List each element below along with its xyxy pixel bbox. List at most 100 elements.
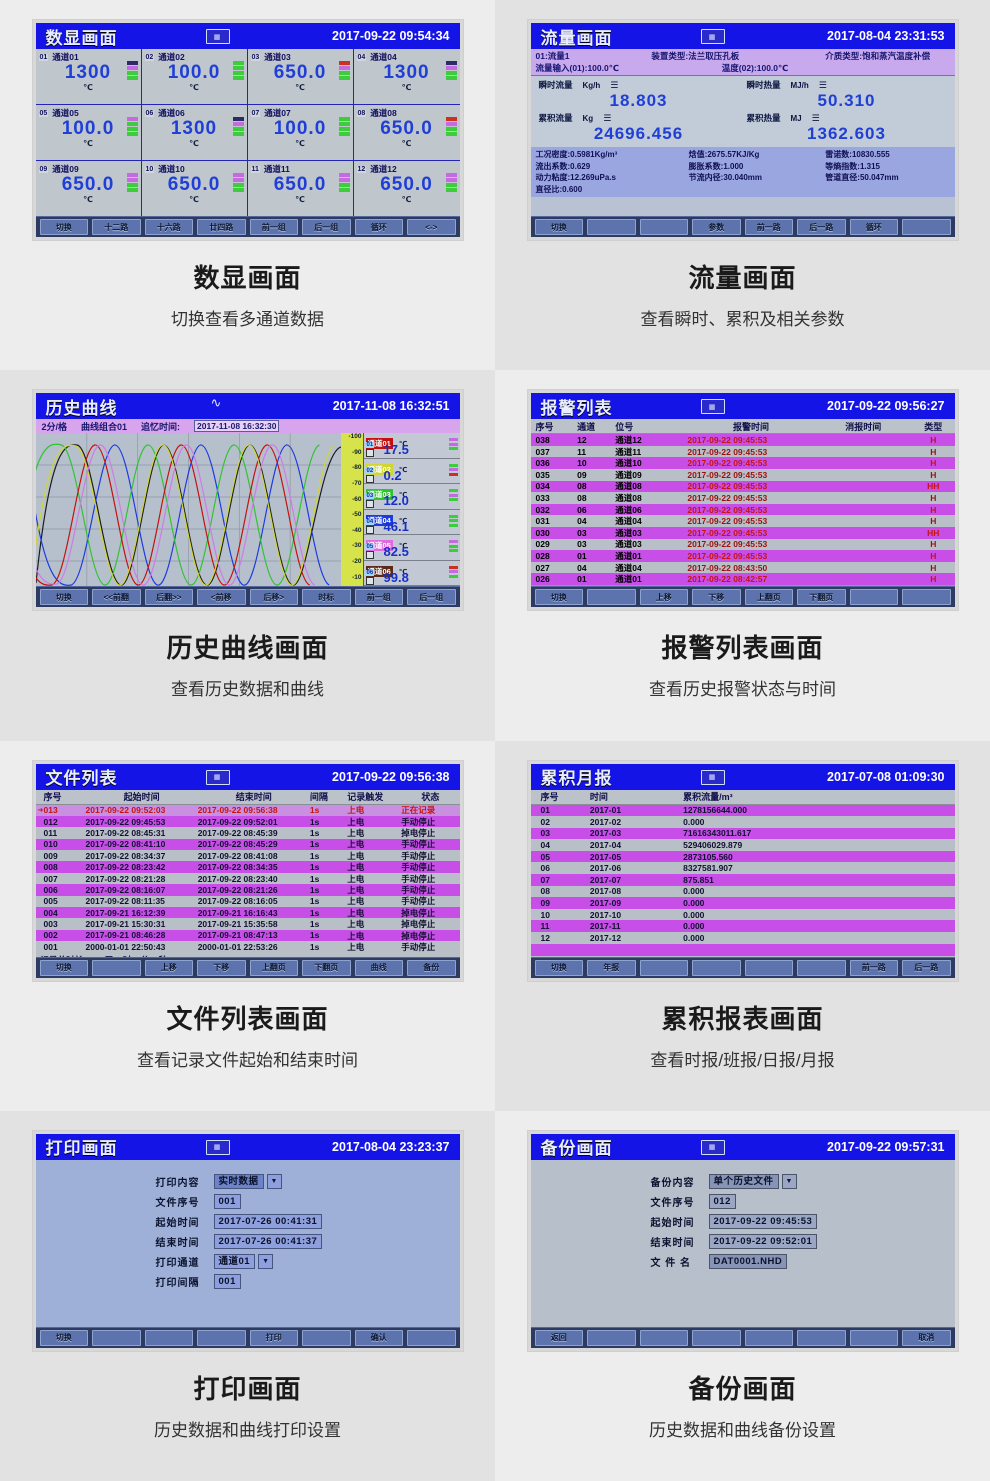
softkey-8[interactable] [902, 589, 951, 606]
softkey-8[interactable]: 备份 [407, 959, 456, 976]
softkey-2[interactable]: 十二路 [92, 219, 141, 235]
softkey-8[interactable]: <-> [407, 219, 456, 235]
chevron-down-icon[interactable]: ▼ [258, 1253, 274, 1269]
softkey-3[interactable]: 上移 [639, 589, 688, 606]
form-value[interactable]: 012 [708, 1193, 736, 1209]
form-value[interactable]: 001 [213, 1193, 241, 1209]
softkey-7[interactable]: 前一路 [849, 959, 898, 976]
table-row[interactable]: ➜ 013 2017-09-22 09:52:03 2017-09-22 09:56:… [35, 804, 460, 816]
channel-cell[interactable]: 09 通道09 650.0 ℃ [35, 161, 142, 217]
legend-checkbox[interactable] [365, 449, 374, 458]
softkey-bar[interactable]: 切换 上移 下移 上翻页 下翻页 [530, 586, 955, 608]
softkey-5[interactable]: 前一路 [744, 219, 793, 235]
softkey-6[interactable] [302, 1329, 351, 1346]
channel-cell[interactable]: 04 通道04 1300 ℃ [353, 49, 460, 105]
table-row[interactable]: 08 2017-08 0.000 [530, 885, 955, 898]
table-row[interactable]: 005 2017-09-22 08:11:35 2017-09-22 08:16:0… [35, 895, 460, 908]
table-row[interactable]: 008 2017-09-22 08:23:42 2017-09-22 08:34:3… [35, 861, 460, 873]
form-value[interactable]: 2017-09-22 09:45:53 [708, 1213, 818, 1229]
softkey-7[interactable]: 曲线 [354, 959, 403, 976]
softkey-6[interactable] [797, 959, 846, 976]
softkey-5[interactable]: 上翻页 [744, 589, 793, 606]
legend-row[interactable]: 通道01 ℃ 01 17.5 [363, 433, 460, 459]
softkey-2[interactable] [587, 589, 636, 606]
table-row[interactable]: 038 12 通道12 2017-09-22 09:45:53 H [530, 434, 955, 446]
softkey-1[interactable]: 切换 [39, 589, 88, 606]
softkey-7[interactable]: 循环 [354, 219, 403, 235]
table-row[interactable]: 12 2017-12 0.000 [530, 932, 955, 944]
softkey-4[interactable]: 参数 [692, 219, 741, 235]
form-value[interactable]: 通道01 [213, 1253, 256, 1269]
table-row[interactable]: 035 09 通道09 2017-09-22 09:45:53 H [530, 469, 955, 481]
form-value[interactable]: 2017-07-26 00:41:37 [213, 1233, 323, 1249]
table-row[interactable]: 009 2017-09-22 08:34:37 2017-09-22 08:41:0… [35, 850, 460, 862]
legend-checkbox[interactable] [365, 525, 374, 534]
softkey-bar[interactable]: 切换 <<前翻 后翻>> <前移 后移> 时标 前一组 后一组 [35, 586, 460, 608]
softkey-1[interactable]: 切换 [534, 219, 583, 235]
softkey-8[interactable]: 后一路 [902, 959, 951, 976]
softkey-2[interactable]: <<前翻 [92, 589, 141, 606]
softkey-1[interactable]: 切换 [39, 959, 88, 976]
table-row[interactable]: 004 2017-09-21 16:12:39 2017-09-21 16:16:4… [35, 907, 460, 919]
table-row[interactable]: 002 2017-09-21 08:46:28 2017-09-21 08:47:1… [35, 929, 460, 942]
table-row[interactable]: 027 04 通道04 2017-09-22 08:43:50 H [530, 561, 955, 574]
softkey-5[interactable] [744, 959, 793, 976]
legend-row[interactable]: 通道04 ℃ 04 46.1 [363, 510, 460, 536]
channel-cell[interactable]: 05 通道05 100.0 ℃ [35, 105, 142, 161]
table-row[interactable]: 05 2017-05 2873105.560 [530, 850, 955, 863]
channel-cell[interactable]: 02 通道02 100.0 ℃ [141, 49, 248, 105]
table-row[interactable]: 01 2017-01 1278156644.000 [530, 804, 955, 817]
table-row[interactable]: 030 03 通道03 2017-09-22 09:45:53 HH [530, 527, 955, 539]
softkey-5[interactable] [744, 1329, 793, 1346]
softkey-8[interactable]: 后一组 [407, 589, 456, 606]
softkey-6[interactable]: 后一组 [302, 219, 351, 235]
legend-row[interactable]: 通道02 ℃ 02 0.2 [363, 459, 460, 485]
softkey-4[interactable]: 廿四路 [197, 219, 246, 235]
table-row[interactable]: 003 2017-09-21 15:30:31 2017-09-21 15:35:5… [35, 918, 460, 930]
softkey-5[interactable]: 前一组 [249, 219, 298, 235]
softkey-1[interactable]: 返回 [534, 1329, 583, 1346]
table-row[interactable]: 10 2017-10 0.000 [530, 908, 955, 921]
table-row[interactable]: 006 2017-09-22 08:16:07 2017-09-22 08:21:2… [35, 884, 460, 896]
softkey-bar[interactable]: 返回 取消 [530, 1326, 955, 1348]
legend-row[interactable]: 通道03 ℃ 03 12.0 [363, 484, 460, 510]
table-row[interactable]: 010 2017-09-22 08:41:10 2017-09-22 08:45:2… [35, 838, 460, 851]
softkey-bar[interactable]: 切换 年报 前一路 后一路 [530, 956, 955, 978]
channel-cell[interactable]: 01 通道01 1300 ℃ [35, 49, 142, 105]
softkey-3[interactable]: 十六路 [144, 219, 193, 235]
softkey-4[interactable] [197, 1329, 246, 1346]
softkey-5[interactable]: 上翻页 [249, 959, 298, 976]
table-row[interactable]: 07 2017-07 875.851 [530, 874, 955, 886]
channel-cell[interactable]: 07 通道07 100.0 ℃ [247, 105, 354, 161]
table-row[interactable]: 02 2017-02 0.000 [530, 816, 955, 828]
softkey-3[interactable]: 上移 [144, 959, 193, 976]
softkey-4[interactable] [692, 959, 741, 976]
table-row[interactable]: 11 2017-11 0.000 [530, 920, 955, 933]
softkey-4[interactable]: 下移 [197, 959, 246, 976]
softkey-8[interactable] [407, 1329, 456, 1346]
softkey-2[interactable] [587, 219, 636, 235]
softkey-2[interactable] [587, 1329, 636, 1346]
table-row[interactable]: 037 11 通道11 2017-09-22 09:45:53 H [530, 445, 955, 458]
softkey-3[interactable]: 后翻>> [144, 589, 193, 606]
softkey-3[interactable] [639, 1329, 688, 1346]
form-value[interactable]: 2017-09-22 09:52:01 [708, 1233, 818, 1249]
softkey-1[interactable]: 切换 [39, 1329, 88, 1346]
legend-row[interactable]: 通道05 ℃ 05 82.5 [363, 535, 460, 561]
table-row[interactable]: 09 2017-09 0.000 [530, 897, 955, 909]
softkey-6[interactable] [797, 1329, 846, 1346]
softkey-1[interactable]: 切换 [534, 589, 583, 606]
legend-checkbox[interactable] [365, 500, 374, 509]
form-value[interactable]: 2017-07-26 00:41:31 [213, 1213, 323, 1229]
softkey-bar[interactable]: 切换 打印 确认 [35, 1326, 460, 1348]
chevron-down-icon[interactable]: ▼ [781, 1173, 797, 1189]
channel-cell[interactable]: 08 通道08 650.0 ℃ [353, 105, 460, 161]
table-row[interactable]: 026 01 通道01 2017-09-22 08:42:57 H [530, 573, 955, 585]
table-row[interactable]: 001 2000-01-01 22:50:43 2000-01-01 22:53:2… [35, 941, 460, 953]
softkey-8[interactable] [902, 219, 951, 235]
legend-checkbox[interactable] [365, 474, 374, 483]
softkey-6[interactable]: 下翻页 [302, 959, 351, 976]
softkey-7[interactable] [849, 589, 898, 606]
legend-checkbox[interactable] [365, 576, 374, 585]
softkey-5[interactable]: 打印 [249, 1329, 298, 1346]
